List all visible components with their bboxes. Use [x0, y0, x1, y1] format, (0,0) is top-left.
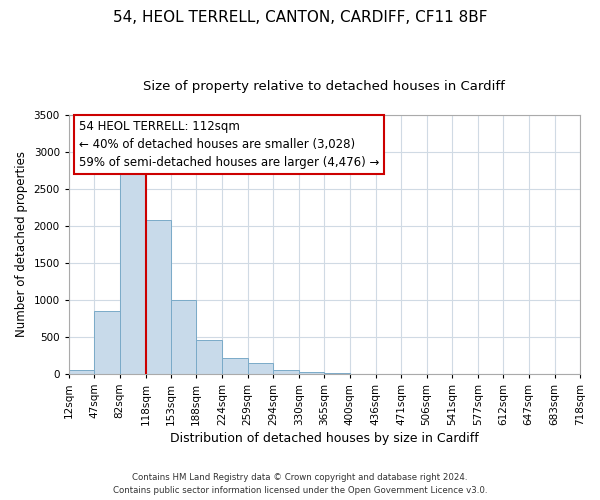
Bar: [299, 372, 325, 374]
Bar: [171, 300, 196, 374]
Title: Size of property relative to detached houses in Cardiff: Size of property relative to detached ho…: [143, 80, 505, 93]
Text: 54, HEOL TERRELL, CANTON, CARDIFF, CF11 8BF: 54, HEOL TERRELL, CANTON, CARDIFF, CF11 …: [113, 10, 487, 25]
Text: 54 HEOL TERRELL: 112sqm
← 40% of detached houses are smaller (3,028)
59% of semi: 54 HEOL TERRELL: 112sqm ← 40% of detache…: [79, 120, 379, 169]
Bar: [146, 220, 171, 374]
Bar: [273, 370, 299, 374]
Bar: [248, 363, 273, 374]
Bar: [119, 172, 146, 374]
Bar: [223, 358, 248, 374]
Bar: [94, 310, 119, 374]
Text: Contains HM Land Registry data © Crown copyright and database right 2024.
Contai: Contains HM Land Registry data © Crown c…: [113, 474, 487, 495]
X-axis label: Distribution of detached houses by size in Cardiff: Distribution of detached houses by size …: [170, 432, 479, 445]
Bar: [196, 340, 223, 374]
Bar: [69, 370, 94, 374]
Bar: [325, 373, 350, 374]
Y-axis label: Number of detached properties: Number of detached properties: [15, 152, 28, 338]
